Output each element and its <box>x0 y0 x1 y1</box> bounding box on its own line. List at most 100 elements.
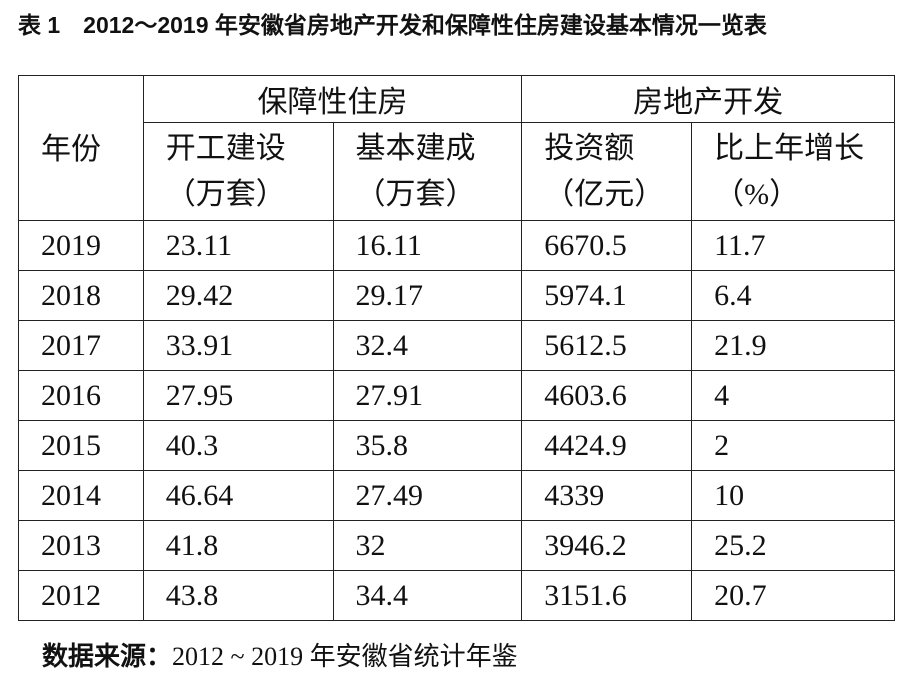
value-cell: 3946.2 <box>521 520 693 571</box>
cell-text: 35.8 <box>355 428 409 462</box>
cell-text: 32 <box>355 528 386 562</box>
cell-text: 46.64 <box>165 478 234 512</box>
cell-text: 2015 <box>41 428 101 462</box>
value-cell: 11.7 <box>691 220 895 271</box>
cell-text: 27.91 <box>355 378 424 412</box>
cell-text: 4424.9 <box>544 428 627 462</box>
data-row: 2015 40.3 35.8 4424.9 2 <box>18 420 895 471</box>
group-header-row: 年份 保障性住房 房地产开发 <box>18 75 895 221</box>
header-line: 开工建设 <box>165 131 286 165</box>
column-header: 比上年增长 （%） <box>691 122 895 221</box>
cell-text: 20.7 <box>714 578 767 612</box>
value-cell: 3151.6 <box>521 570 693 621</box>
header-text: 年份 <box>41 133 101 166</box>
value-cell: 43.8 <box>142 570 334 621</box>
source-text: 2012 ~ 2019 年安徽省统计年鉴 <box>172 642 518 671</box>
year-cell: 2013 <box>18 520 144 571</box>
cell-text: 2014 <box>41 478 101 512</box>
cell-text: 6670.5 <box>544 228 627 262</box>
value-cell: 34.4 <box>332 570 523 621</box>
data-row: 2014 46.64 27.49 4339 10 <box>18 470 895 521</box>
value-cell: 4339 <box>521 470 693 521</box>
value-cell: 29.17 <box>332 270 523 321</box>
value-cell: 4 <box>691 370 895 421</box>
value-cell: 16.11 <box>332 220 523 271</box>
cell-text: 27.95 <box>165 378 234 412</box>
cell-text: 4339 <box>544 478 605 512</box>
cell-text: 3946.2 <box>544 528 627 562</box>
source-label: 数据来源： <box>42 641 173 671</box>
value-cell: 4603.6 <box>521 370 693 421</box>
value-cell: 20.7 <box>691 570 895 621</box>
value-cell: 4424.9 <box>521 420 693 471</box>
cell-text: 29.42 <box>165 278 234 312</box>
cell-text: 41.8 <box>165 528 219 562</box>
cell-text: 43.8 <box>165 578 219 612</box>
table-body: 年份 保障性住房 房地产开发 开工建设 （万套） 基本建成 （万套） 投资额 （亿元） 比上… <box>18 75 895 621</box>
value-cell: 5974.1 <box>521 270 693 321</box>
cell-text: 27.49 <box>355 478 424 512</box>
cell-text: 2 <box>714 428 730 462</box>
value-cell: 32 <box>332 520 523 571</box>
header-line: 基本建成 <box>355 131 476 165</box>
cell-text: 29.17 <box>355 278 424 312</box>
value-cell: 23.11 <box>142 220 334 271</box>
value-cell: 32.4 <box>332 320 523 371</box>
column-header: 投资额 （亿元） <box>521 122 693 221</box>
group-header: 房地产开发 <box>521 75 895 123</box>
header-text: 保障性住房 <box>257 86 408 119</box>
header-line: 比上年增长 <box>714 131 865 165</box>
value-cell: 21.9 <box>691 320 895 371</box>
cell-text: 33.91 <box>165 328 234 362</box>
cell-text: 16.11 <box>355 228 422 262</box>
year-cell: 2015 <box>18 420 144 471</box>
cell-text: 2017 <box>41 328 101 362</box>
cell-text: 2012 <box>41 578 101 612</box>
year-cell: 2018 <box>18 270 144 321</box>
cell-text: 2019 <box>41 228 101 262</box>
value-cell: 27.91 <box>332 370 523 421</box>
value-cell: 2 <box>691 420 895 471</box>
value-cell: 6.4 <box>691 270 895 321</box>
value-cell: 27.49 <box>332 470 523 521</box>
cell-text: 23.11 <box>165 228 233 262</box>
value-cell: 40.3 <box>142 420 334 471</box>
header-line: （万套） <box>165 177 286 211</box>
cell-text: 2018 <box>41 278 101 312</box>
year-header: 年份 <box>18 75 144 221</box>
header-line: （万套） <box>355 177 476 211</box>
group-header: 保障性住房 <box>142 75 523 123</box>
value-cell: 27.95 <box>142 370 334 421</box>
table-title: 表 1 2012～2019 年安徽省房地产开发和保障性住房建设基本情况一览表 <box>18 12 767 38</box>
cell-text: 34.4 <box>355 578 409 612</box>
header-line: （%） <box>714 177 800 211</box>
header-line: （亿元） <box>544 177 665 211</box>
value-cell: 5612.5 <box>521 320 693 371</box>
cell-text: 2013 <box>41 528 101 562</box>
cell-text: 25.2 <box>714 528 767 562</box>
column-header: 基本建成 （万套） <box>332 122 523 221</box>
year-cell: 2016 <box>18 370 144 421</box>
year-cell: 2017 <box>18 320 144 371</box>
value-cell: 6670.5 <box>521 220 693 271</box>
sub-header-row: 开工建设 （万套） 基本建成 （万套） 投资额 （亿元） 比上年增长 （%） <box>19 122 895 221</box>
cell-text: 10 <box>714 478 745 512</box>
value-cell: 35.8 <box>332 420 523 471</box>
data-row: 2016 27.95 27.91 4603.6 4 <box>18 370 895 421</box>
value-cell: 41.8 <box>142 520 334 571</box>
cell-text: 3151.6 <box>544 578 627 612</box>
cell-text: 6.4 <box>714 278 752 312</box>
cell-text: 11.7 <box>714 228 766 262</box>
cell-text: 5612.5 <box>544 328 627 362</box>
cell-text: 5974.1 <box>544 278 627 312</box>
value-cell: 46.64 <box>142 470 334 521</box>
header-line: 投资额 <box>544 131 635 165</box>
data-row: 2018 29.42 29.17 5974.1 6.4 <box>18 270 895 321</box>
cell-text: 21.9 <box>714 328 767 362</box>
cell-text: 4 <box>714 378 730 412</box>
data-row: 2013 41.8 32 3946.2 25.2 <box>18 520 895 571</box>
cell-text: 40.3 <box>165 428 219 462</box>
cell-text: 2016 <box>41 378 101 412</box>
value-cell: 10 <box>691 470 895 521</box>
data-row: 2017 33.91 32.4 5612.5 21.9 <box>18 320 895 371</box>
